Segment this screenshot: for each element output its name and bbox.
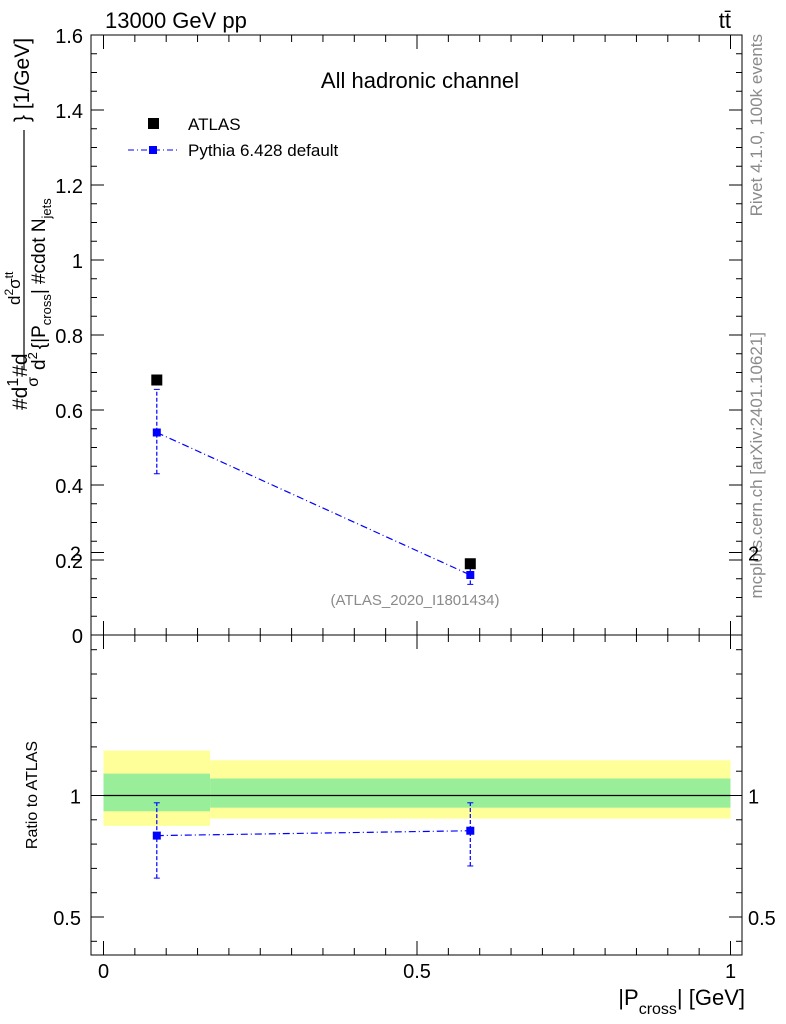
ratio-y-tick-label: 0.5: [53, 908, 81, 930]
main-y-tick-label: 1.6: [55, 26, 83, 48]
main-y-tick-label: 0.6: [55, 401, 83, 423]
mcplots-label: mcplots.cern.ch [arXiv:2401.10621]: [747, 332, 766, 598]
main-y-ticks: 0 0.2 0.4 0.6 0.8 1 1.2 1.4 1.6: [55, 26, 742, 648]
x-axis-label: |Pcross| [GeV]: [618, 985, 745, 1018]
svg-text:d2σtt: d2σtt: [2, 271, 24, 305]
ylabel-part: jets: [39, 198, 54, 220]
pythia-point: [466, 571, 475, 579]
legend-pythia-marker: [149, 146, 157, 154]
process-label: tt̄: [719, 8, 731, 33]
ratio-y-tick-label: 1: [70, 787, 81, 809]
svg-text:#d1σ#d: #d1 σ#d: [5, 354, 42, 411]
ylabel-part: d: [5, 296, 24, 305]
xlabel-part: cross: [639, 1001, 677, 1018]
ylabel-part: 2: [2, 289, 16, 296]
ratio-panel: 0.5 0.51 12 2 0 0.5 1: [53, 544, 776, 984]
main-y-tick-label: 0.2: [55, 551, 83, 573]
ratio-bands: [103, 750, 731, 826]
ratio-y-tick-label: 2: [70, 544, 81, 566]
pythia-point: [152, 428, 161, 437]
ylabel-part: tt: [2, 271, 16, 278]
main-y-tick-label: 0.8: [55, 326, 83, 348]
ylabel-part: 2: [25, 352, 40, 359]
main-data-marks: [151, 374, 476, 585]
main-y-tick-label: 0.4: [55, 476, 83, 498]
legend-pythia-label: Pythia 6.428 default: [188, 141, 339, 160]
xlabel-part: |P: [618, 985, 638, 1010]
main-y-tick-label: 1.2: [55, 176, 83, 198]
ylabel-part: #d: [9, 354, 32, 377]
ratio-y-tick-label-right: 1: [748, 787, 759, 809]
main-y-tick-label: 0: [72, 626, 83, 648]
x-tick-label: 1: [725, 961, 736, 983]
main-y-tick-label: 1: [72, 251, 83, 273]
ylabel-part: {|P: [29, 325, 50, 349]
ratio-y-axis-label: Ratio to ATLAS: [24, 741, 41, 849]
atlas-point: [464, 558, 476, 570]
x-tick-label: 0: [98, 961, 109, 983]
legend-atlas-marker: [148, 118, 159, 129]
energy-label: 13000 GeV pp: [105, 8, 247, 33]
main-x-ticks: [103, 35, 731, 635]
ratio-data-marks: [152, 802, 475, 879]
rivet-label: Rivet 4.1.0, 100k events: [747, 34, 766, 216]
legend: ATLAS Pythia 6.428 default: [128, 115, 339, 160]
ylabel-part: cross: [39, 294, 54, 326]
chart-title: All hadronic channel: [321, 68, 519, 93]
ratio-y-tick-label-right: 0.5: [748, 908, 776, 930]
ratio-pythia-line: [156, 830, 471, 837]
ylabel-part: } [1/GeV]: [11, 38, 34, 122]
pythia-series-line: [156, 431, 471, 576]
main-y-axis-label: #d1 σ#d d2σtt d2{|Pcross| #cdot Njets } […: [2, 38, 54, 410]
analysis-label: (ATLAS_2020_I1801434): [330, 592, 499, 609]
xlabel-part: | [GeV]: [677, 985, 745, 1010]
ylabel-part: #d: [9, 387, 32, 410]
legend-atlas-label: ATLAS: [188, 115, 241, 134]
ratio-pythia-point: [152, 831, 161, 840]
svg-text:d2{|Pcross| #cdot Njets: d2 {|Pcross| #cdot Njets: [25, 198, 54, 370]
ratio-x-ticks: 0 0.5 1: [98, 635, 736, 983]
ylabel-part: 1: [5, 378, 22, 387]
ylabel-part: σ: [25, 377, 42, 387]
ylabel-part: | #cdot N: [29, 218, 50, 294]
ratio-y-tick-label-right: 2: [748, 544, 759, 566]
ratio-pythia-point: [466, 826, 475, 835]
atlas-point: [151, 374, 163, 386]
x-tick-label: 0.5: [403, 961, 431, 983]
ylabel-part: d: [29, 359, 50, 370]
ratio-y-ticks: 0.5 0.5 1 1 2 2: [53, 544, 776, 942]
main-y-tick-label: 1.4: [55, 101, 83, 123]
ylabel-part: σ: [5, 278, 24, 289]
main-panel: 0 0.2 0.4 0.6 0.8 1 1.2 1.4 1.6 All hadronic cha…: [55, 26, 743, 648]
